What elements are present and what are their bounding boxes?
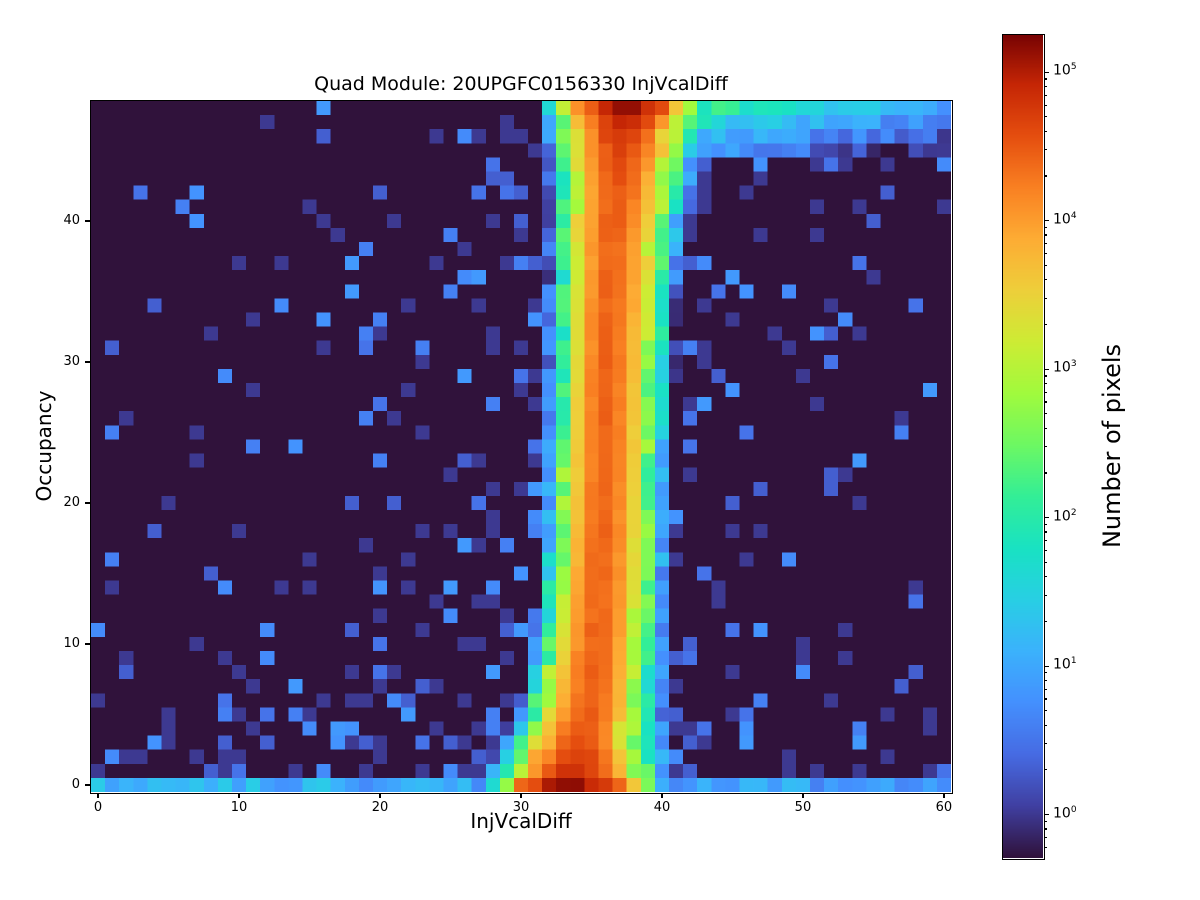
colorbar-minor-tick [1044,769,1047,771]
colorbar-minor-tick [1044,472,1047,474]
colorbar-minor-tick [1044,540,1047,542]
colorbar-minor-tick [1044,724,1047,726]
colorbar-minor-tick [1044,130,1047,132]
x-tick-label: 10 [230,800,248,815]
colorbar-minor-tick [1044,698,1047,700]
colorbar-minor-tick [1044,679,1047,682]
colorbar-minor-tick [1044,253,1047,255]
colorbar-tick [1044,368,1049,370]
x-tick-label: 50 [794,800,812,815]
colorbar-minor-tick [1044,297,1047,299]
chart-title: Quad Module: 20UPGFC0156330 InjVcalDiff [314,73,728,95]
colorbar-minor-tick [1044,116,1047,118]
colorbar-minor-tick [1044,279,1047,281]
colorbar-minor-tick [1044,549,1047,552]
x-tick [238,793,240,798]
colorbar-minor-tick [1044,401,1047,403]
colorbar-minor-tick [1044,523,1047,525]
colorbar-minor-tick [1044,391,1047,393]
colorbar-minor-tick [1044,94,1047,96]
colorbar-minor-tick [1044,446,1047,448]
colorbar-minor-tick [1044,828,1047,830]
y-tick [85,361,90,363]
x-tick-label: 0 [93,800,103,815]
colorbar-tick [1044,220,1049,222]
x-tick [943,793,945,798]
colorbar-minor-tick [1044,149,1047,151]
x-tick [520,793,522,798]
colorbar-minor-tick [1044,375,1047,377]
colorbar-minor-tick [1044,710,1047,712]
x-tick [661,793,663,798]
colorbar-minor-tick [1044,688,1047,690]
colorbar-tick [1044,813,1049,816]
colorbar-minor-tick [1044,104,1047,106]
y-axis-label: Occupancy [32,390,56,502]
colorbar-minor-tick [1044,382,1047,385]
colorbar-minor-tick [1044,594,1047,596]
colorbar-minor-tick [1044,846,1047,849]
colorbar-tick-label: 103 [1053,359,1077,376]
x-tick-label: 60 [935,800,953,815]
colorbar-tick-label: 104 [1053,210,1077,228]
colorbar-minor-tick [1044,226,1047,229]
colorbar-tick-label: 101 [1053,656,1077,673]
y-tick [85,502,90,504]
colorbar-minor-tick [1044,78,1047,80]
y-tick-label: 40 [63,212,80,228]
colorbar-minor-tick [1044,561,1047,563]
colorbar-tick-label: 102 [1053,507,1077,525]
x-tick [97,793,99,798]
colorbar-minor-tick [1044,576,1047,578]
colorbar-minor-tick [1044,836,1047,839]
colorbar-tick-label: 105 [1053,62,1077,79]
colorbar-minor-tick [1044,427,1047,429]
x-axis-label: InjVcalDiff [470,809,572,833]
colorbar-minor-tick [1044,620,1047,622]
y-tick-label: 10 [63,635,80,651]
colorbar-gradient [1003,35,1043,858]
x-tick-label: 40 [653,800,671,815]
x-tick-label: 20 [371,800,389,815]
colorbar-minor-tick [1044,264,1047,266]
colorbar-minor-tick [1044,323,1047,326]
colorbar-tick-label: 100 [1053,804,1077,822]
colorbar-minor-tick [1044,243,1047,245]
colorbar-tick [1044,71,1049,73]
colorbar-minor-tick [1044,175,1047,177]
colorbar-minor-tick [1044,743,1047,745]
x-tick [802,793,804,798]
y-tick-label: 0 [71,776,80,792]
colorbar-minor-tick [1044,820,1047,822]
colorbar-minor-tick [1044,672,1047,674]
colorbar-tick [1044,665,1049,667]
y-tick [85,220,90,222]
heatmap-canvas [91,101,951,792]
colorbar-minor-tick [1044,85,1047,88]
y-tick-label: 20 [63,494,80,510]
y-tick-label: 30 [63,353,80,369]
y-tick [85,643,90,645]
colorbar-label: Number of pixels [1098,343,1126,549]
colorbar-tick [1044,517,1049,519]
colorbar-minor-tick [1044,413,1047,415]
x-tick-label: 30 [512,800,530,815]
colorbar-minor-tick [1044,234,1047,236]
x-tick [379,793,381,798]
colorbar-minor-tick [1044,531,1047,533]
y-tick [85,784,90,786]
